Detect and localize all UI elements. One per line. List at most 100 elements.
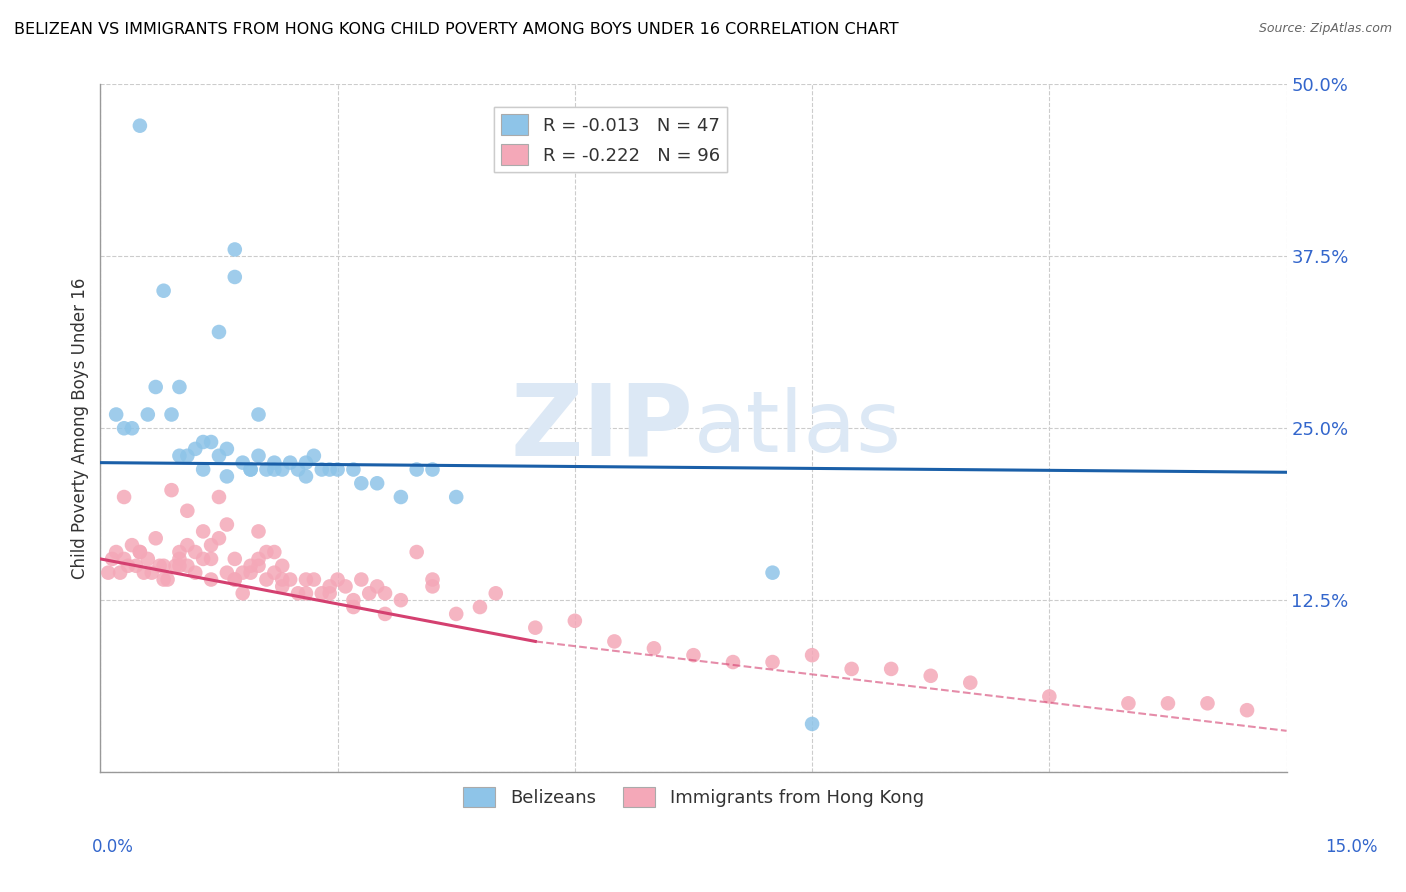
Point: [191, 524, 214, 539]
Point: [959, 675, 981, 690]
Point: [271, 573, 294, 587]
Point: [278, 573, 301, 587]
Point: [149, 558, 172, 573]
Point: [232, 456, 254, 470]
Point: [101, 552, 124, 566]
Point: [318, 586, 340, 600]
Point: [247, 558, 270, 573]
Point: [191, 435, 214, 450]
Point: [169, 552, 191, 566]
Point: [145, 531, 167, 545]
Point: [169, 449, 191, 463]
Point: [160, 483, 183, 497]
Point: [263, 456, 285, 470]
Point: [263, 545, 285, 559]
Point: [295, 586, 318, 600]
Point: [105, 545, 128, 559]
Point: [239, 462, 262, 476]
Point: [145, 380, 167, 394]
Text: Source: ZipAtlas.com: Source: ZipAtlas.com: [1258, 22, 1392, 36]
Text: ZIP: ZIP: [510, 380, 693, 476]
Point: [263, 462, 285, 476]
Point: [801, 648, 824, 663]
Point: [160, 408, 183, 422]
Point: [152, 558, 174, 573]
Point: [342, 462, 364, 476]
Point: [564, 614, 586, 628]
Text: 15.0%: 15.0%: [1326, 838, 1378, 856]
Point: [350, 573, 373, 587]
Y-axis label: Child Poverty Among Boys Under 16: Child Poverty Among Boys Under 16: [72, 277, 89, 579]
Point: [295, 469, 318, 483]
Point: [112, 421, 135, 435]
Point: [302, 573, 325, 587]
Point: [295, 573, 318, 587]
Point: [801, 717, 824, 731]
Point: [141, 566, 163, 580]
Point: [841, 662, 863, 676]
Point: [761, 655, 783, 669]
Point: [117, 558, 139, 573]
Point: [239, 462, 262, 476]
Point: [374, 607, 396, 621]
Point: [105, 408, 128, 422]
Point: [156, 573, 179, 587]
Point: [405, 545, 427, 559]
Point: [215, 442, 238, 456]
Point: [342, 600, 364, 615]
Point: [208, 449, 231, 463]
Point: [128, 545, 150, 559]
Point: [224, 243, 246, 257]
Point: [224, 270, 246, 285]
Point: [880, 662, 903, 676]
Point: [239, 558, 262, 573]
Point: [326, 462, 349, 476]
Point: [485, 586, 508, 600]
Point: [169, 380, 191, 394]
Point: [350, 476, 373, 491]
Point: [184, 442, 207, 456]
Point: [721, 655, 744, 669]
Point: [169, 558, 191, 573]
Point: [311, 462, 333, 476]
Point: [389, 593, 412, 607]
Point: [1197, 696, 1219, 710]
Point: [112, 552, 135, 566]
Point: [112, 490, 135, 504]
Point: [761, 566, 783, 580]
Point: [295, 456, 318, 470]
Point: [176, 558, 198, 573]
Text: atlas: atlas: [693, 387, 901, 470]
Point: [152, 284, 174, 298]
Point: [254, 573, 277, 587]
Point: [682, 648, 704, 663]
Point: [215, 469, 238, 483]
Point: [224, 573, 246, 587]
Point: [603, 634, 626, 648]
Point: [136, 408, 159, 422]
Point: [254, 545, 277, 559]
Point: [215, 517, 238, 532]
Point: [97, 566, 120, 580]
Point: [247, 408, 270, 422]
Point: [1038, 690, 1060, 704]
Point: [318, 462, 340, 476]
Point: [374, 586, 396, 600]
Point: [444, 607, 467, 621]
Point: [239, 566, 262, 580]
Point: [405, 462, 427, 476]
Point: [342, 593, 364, 607]
Point: [1236, 703, 1258, 717]
Point: [121, 538, 143, 552]
Point: [1157, 696, 1180, 710]
Point: [326, 573, 349, 587]
Point: [468, 600, 491, 615]
Point: [208, 531, 231, 545]
Point: [232, 566, 254, 580]
Point: [278, 456, 301, 470]
Point: [132, 566, 155, 580]
Point: [200, 538, 222, 552]
Point: [422, 579, 444, 593]
Point: [335, 579, 357, 593]
Point: [247, 552, 270, 566]
